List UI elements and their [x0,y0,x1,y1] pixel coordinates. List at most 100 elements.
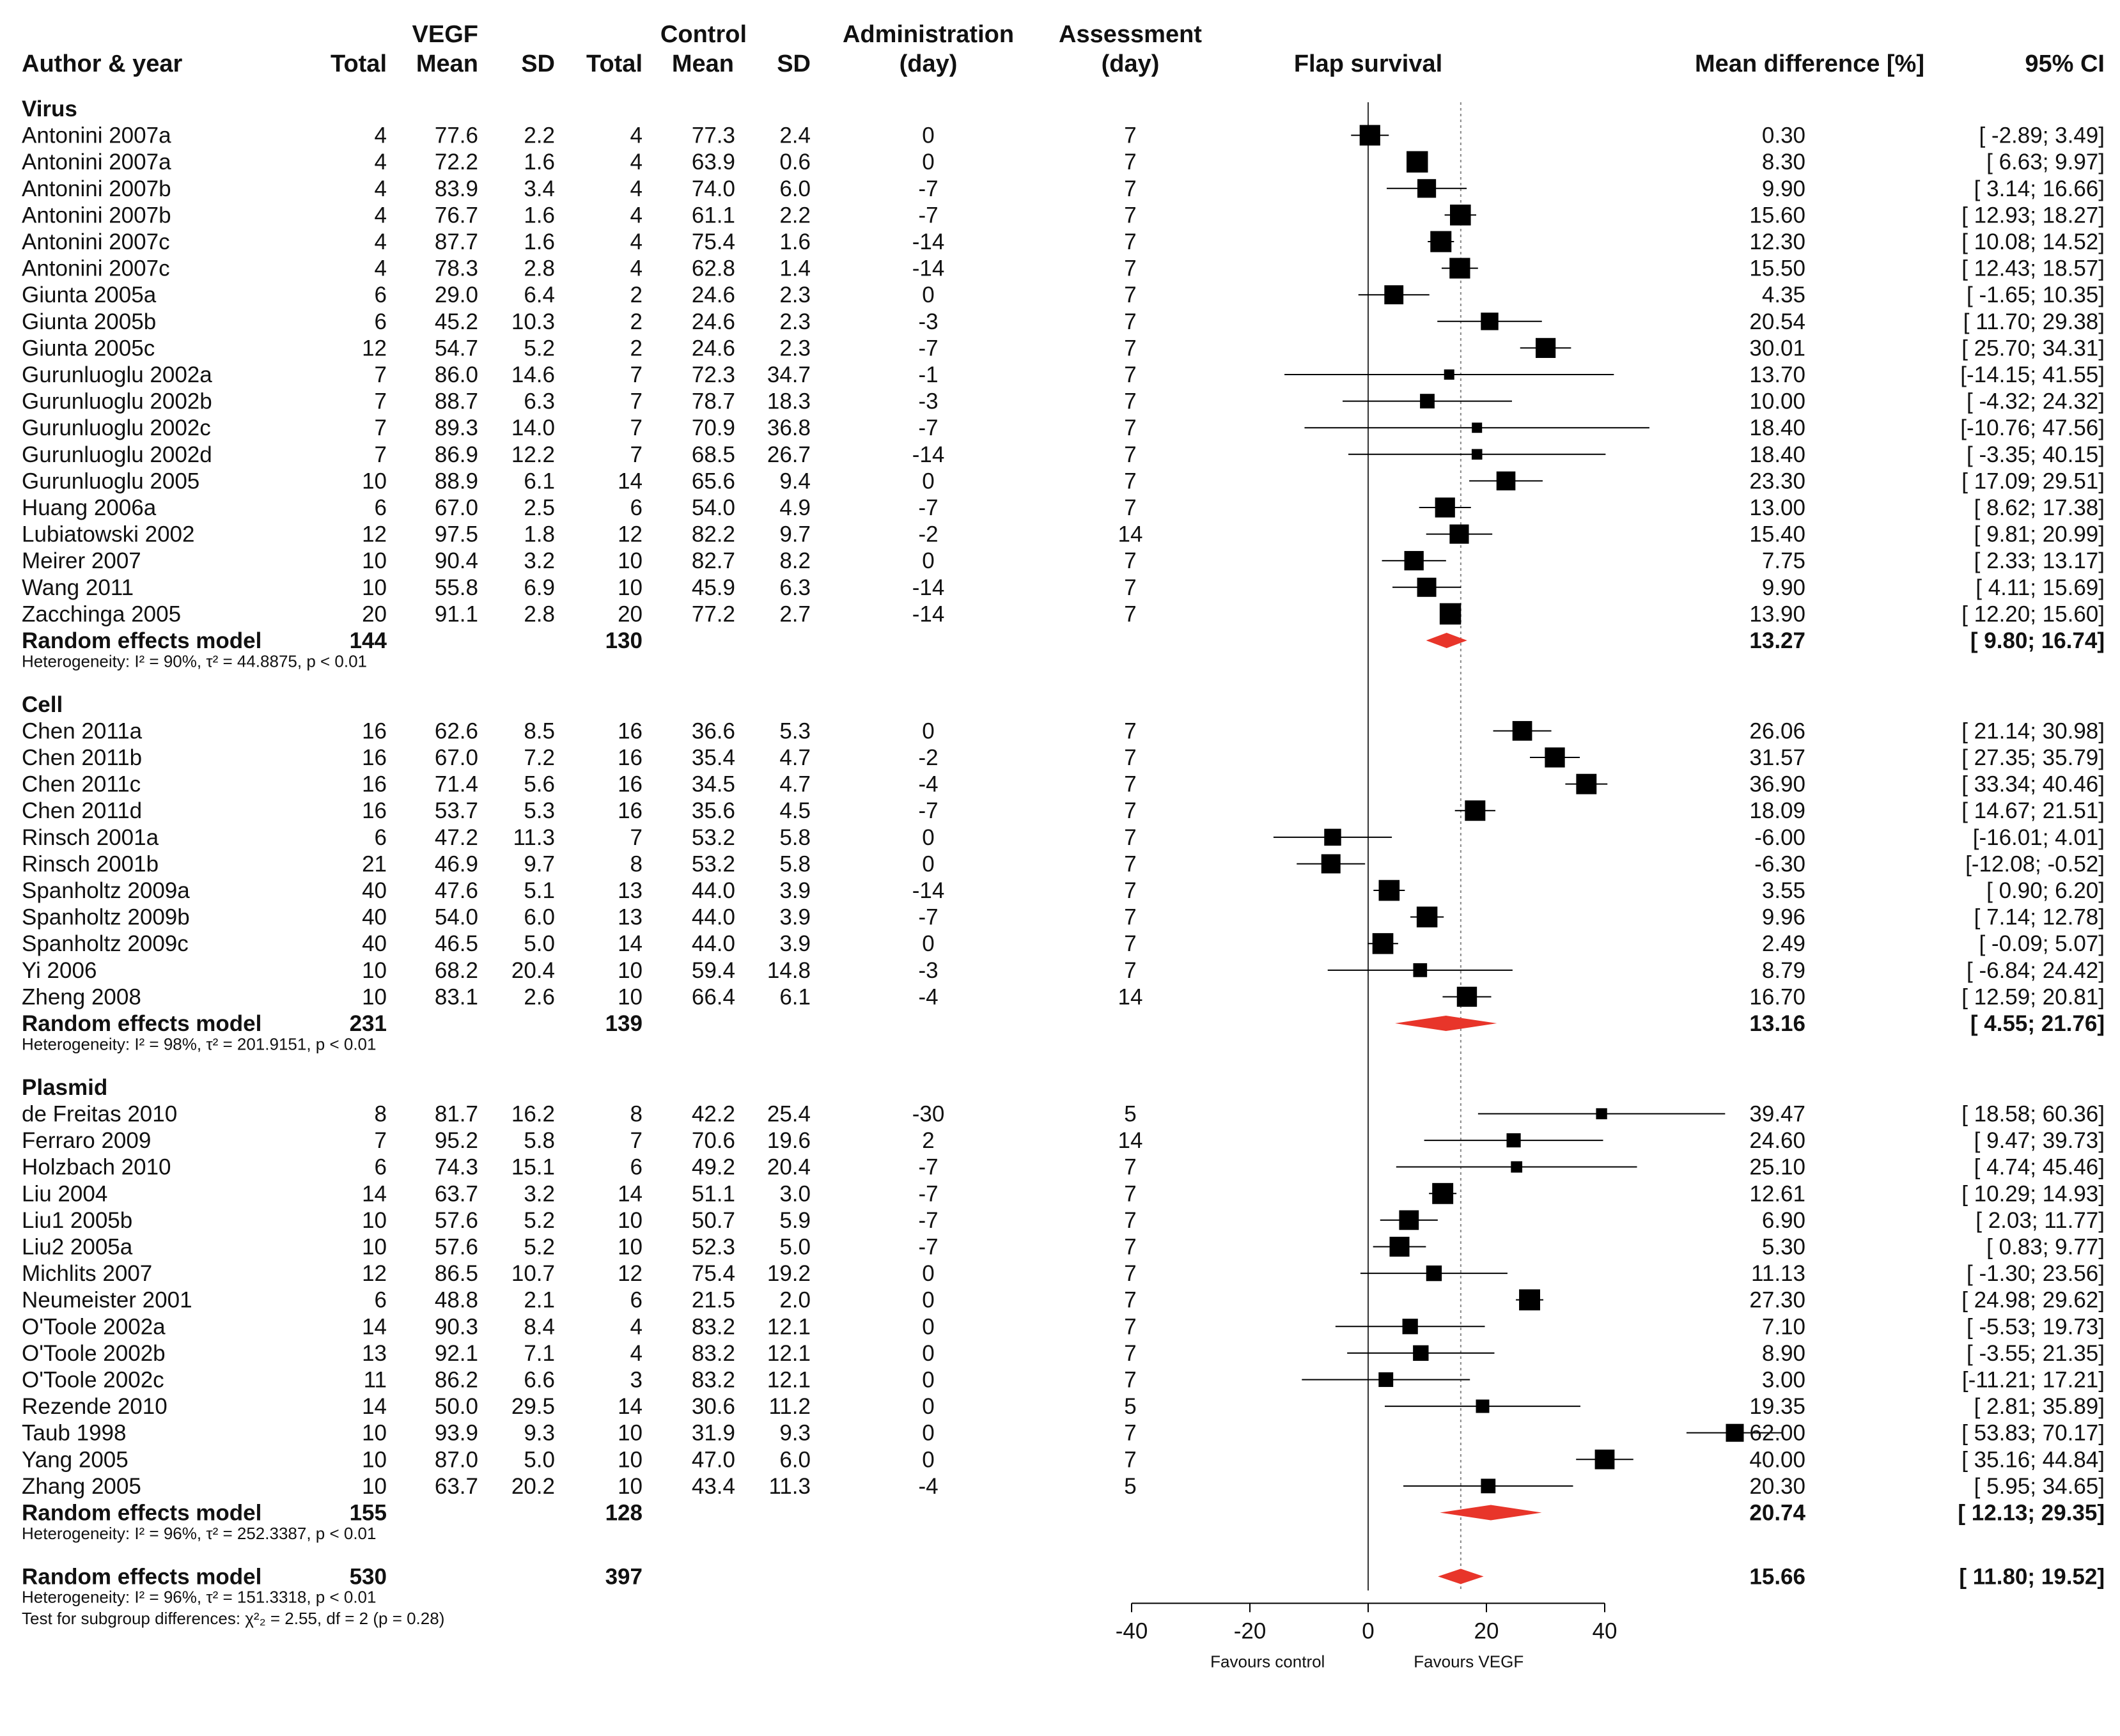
favours-control-label: Favours control [1210,1652,1325,1671]
control-sd-cell: 20.4 [767,1155,811,1180]
control-mean-cell: 24.6 [692,283,735,307]
vegf-mean-cell: 53.7 [435,798,478,823]
study-name: Huang 2006a [22,495,157,520]
administration-day-cell: 0 [922,1421,934,1446]
ci-cell: [ 25.70; 34.31] [1961,336,2105,360]
administration-day-cell: -7 [918,1208,938,1233]
study-square [1439,603,1461,625]
assessment-day-cell: 14 [1118,1128,1143,1153]
control-mean-cell: 36.6 [692,718,735,743]
vegf-mean-cell: 86.9 [435,442,478,467]
subgroup-ci: [ 12.13; 29.35] [1958,1500,2105,1525]
study-name: O'Toole 2002b [22,1341,166,1366]
vegf-total-cell: 10 [362,1421,387,1446]
control-mean-cell: 35.6 [692,798,735,823]
control-total-cell: 20 [618,601,643,626]
vegf-total-cell: 16 [362,745,387,770]
ci-cell: [ -2.89; 3.49] [1979,123,2105,148]
control-total-cell: 2 [630,309,643,334]
study-square [1378,880,1400,901]
control-mean-cell: 66.4 [692,984,735,1009]
control-total-cell: 4 [630,123,643,148]
header-assessment-unit: (day) [1102,50,1160,77]
subgroup-ci: [ 9.80; 16.74] [1970,628,2105,653]
control-total-cell: 16 [618,745,643,770]
control-sd-cell: 6.0 [779,1447,811,1472]
group-title: Virus [22,97,77,121]
control-total-cell: 4 [630,176,643,201]
subgroup-control-total: 130 [605,628,643,653]
control-sd-cell: 2.3 [779,283,811,307]
vegf-total-cell: 40 [362,905,387,930]
mean-difference-cell: 24.60 [1749,1128,1805,1153]
control-sd-cell: 4.7 [779,745,811,770]
ci-cell: [ 9.81; 20.99] [1974,522,2105,547]
study-square [1372,933,1394,954]
mean-difference-cell: 15.60 [1749,203,1805,228]
vegf-total-cell: 10 [362,469,387,493]
vegf-total-cell: 6 [375,283,387,307]
subgroup-ci: [ 4.55; 21.76] [1970,1011,2105,1036]
control-total-cell: 12 [618,1261,643,1286]
x-tick-label: 20 [1474,1618,1499,1643]
control-sd-cell: 2.4 [779,123,811,148]
vegf-mean-cell: 83.1 [435,984,478,1009]
control-total-cell: 10 [618,958,643,983]
ci-cell: [ -6.84; 24.42] [1967,958,2105,983]
control-sd-cell: 9.4 [779,469,811,493]
assessment-day-cell: 7 [1124,798,1136,823]
vegf-sd-cell: 2.1 [524,1288,555,1313]
ci-cell: [-10.76; 47.56] [1960,415,2105,440]
administration-day-cell: 0 [922,150,934,174]
vegf-mean-cell: 50.0 [435,1394,478,1419]
study-square [1417,577,1437,597]
vegf-mean-cell: 81.7 [435,1101,478,1126]
control-sd-cell: 19.2 [767,1261,811,1286]
control-mean-cell: 51.1 [692,1181,735,1206]
mean-difference-cell: 15.50 [1749,256,1805,281]
study-square [1512,721,1532,741]
group-title: Plasmid [22,1075,107,1100]
control-sd-cell: 6.0 [779,176,811,201]
administration-day-cell: -3 [918,309,938,334]
ci-cell: [ 10.29; 14.93] [1961,1181,2105,1206]
study-name: Giunta 2005c [22,336,155,360]
overall-vegf-total: 530 [350,1564,387,1589]
vegf-mean-cell: 86.0 [435,362,478,387]
ci-cell: [ -3.55; 21.35] [1967,1341,2105,1366]
mean-difference-cell: 15.40 [1749,522,1805,547]
header-95ci: 95% CI [2025,50,2105,77]
vegf-mean-cell: 63.7 [435,1474,478,1499]
control-mean-cell: 44.0 [692,878,735,903]
subgroup-model-label: Random effects model [22,1011,261,1036]
mean-difference-cell: 8.30 [1762,150,1805,174]
study-square [1481,313,1499,330]
study-square [1417,179,1437,198]
control-mean-cell: 53.2 [692,851,735,876]
subgroup-diamond [1395,1016,1497,1032]
ci-cell: [ 10.08; 14.52] [1961,229,2105,254]
vegf-sd-cell: 1.8 [524,522,555,547]
assessment-day-cell: 7 [1124,851,1136,876]
control-sd-cell: 8.2 [779,548,811,573]
vegf-mean-cell: 90.3 [435,1314,478,1339]
control-mean-cell: 31.9 [692,1421,735,1446]
vegf-mean-cell: 46.5 [435,931,478,956]
control-sd-cell: 2.3 [779,336,811,360]
vegf-mean-cell: 88.7 [435,389,478,414]
vegf-total-cell: 4 [375,123,387,148]
control-mean-cell: 61.1 [692,203,735,228]
mean-difference-cell: 9.96 [1762,905,1805,930]
vegf-mean-cell: 87.7 [435,229,478,254]
vegf-total-cell: 12 [362,522,387,547]
administration-day-cell: 0 [922,548,934,573]
vegf-total-cell: 12 [362,1261,387,1286]
control-mean-cell: 82.7 [692,548,735,573]
study-name: Giunta 2005a [22,283,157,307]
header-administration-unit: (day) [900,50,958,77]
mean-difference-cell: 39.47 [1749,1101,1805,1126]
vegf-total-cell: 4 [375,203,387,228]
control-sd-cell: 34.7 [767,362,811,387]
mean-difference-cell: 16.70 [1749,984,1805,1009]
administration-day-cell: -14 [912,575,945,600]
